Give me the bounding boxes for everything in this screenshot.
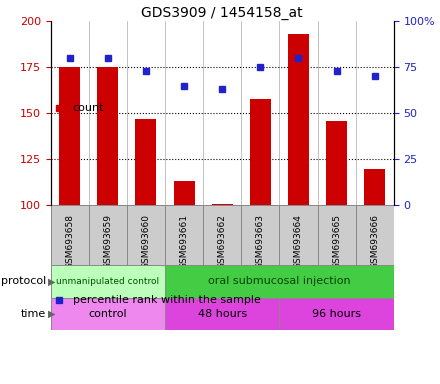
Bar	[356, 205, 394, 265]
Bar	[136, 119, 157, 205]
Text: unmanipulated control: unmanipulated control	[56, 277, 159, 286]
Bar	[51, 298, 165, 330]
Text: GSM693662: GSM693662	[218, 214, 227, 269]
Bar	[279, 298, 394, 330]
Bar	[165, 205, 203, 265]
Bar	[97, 67, 118, 205]
Bar	[165, 298, 279, 330]
Text: 48 hours: 48 hours	[198, 309, 247, 319]
Text: percentile rank within the sample: percentile rank within the sample	[73, 295, 260, 305]
Text: GSM693659: GSM693659	[103, 214, 112, 269]
Bar	[51, 205, 89, 265]
Text: GSM693665: GSM693665	[332, 214, 341, 269]
Text: count: count	[73, 103, 104, 113]
Text: protocol: protocol	[1, 276, 46, 286]
Bar	[250, 99, 271, 205]
Bar	[326, 121, 347, 205]
Bar	[127, 205, 165, 265]
Text: GSM693663: GSM693663	[256, 214, 265, 269]
Bar	[51, 265, 165, 298]
Bar	[165, 265, 394, 298]
Bar	[241, 205, 279, 265]
Text: GSM693664: GSM693664	[294, 214, 303, 269]
Text: 96 hours: 96 hours	[312, 309, 361, 319]
Bar	[59, 67, 80, 205]
Bar	[89, 205, 127, 265]
Bar	[279, 205, 318, 265]
Text: ▶: ▶	[48, 276, 56, 286]
Text: time: time	[21, 309, 46, 319]
Bar	[203, 205, 241, 265]
Text: oral submucosal injection: oral submucosal injection	[208, 276, 351, 286]
Title: GDS3909 / 1454158_at: GDS3909 / 1454158_at	[141, 6, 303, 20]
Text: GSM693661: GSM693661	[180, 214, 189, 269]
Text: control: control	[88, 309, 127, 319]
Bar	[318, 205, 356, 265]
Text: GSM693660: GSM693660	[141, 214, 150, 269]
Text: GSM693666: GSM693666	[370, 214, 379, 269]
Bar	[174, 182, 194, 205]
Bar	[364, 169, 385, 205]
Bar	[288, 34, 309, 205]
Text: ▶: ▶	[48, 309, 56, 319]
Bar	[212, 204, 233, 205]
Text: GSM693658: GSM693658	[65, 214, 74, 269]
